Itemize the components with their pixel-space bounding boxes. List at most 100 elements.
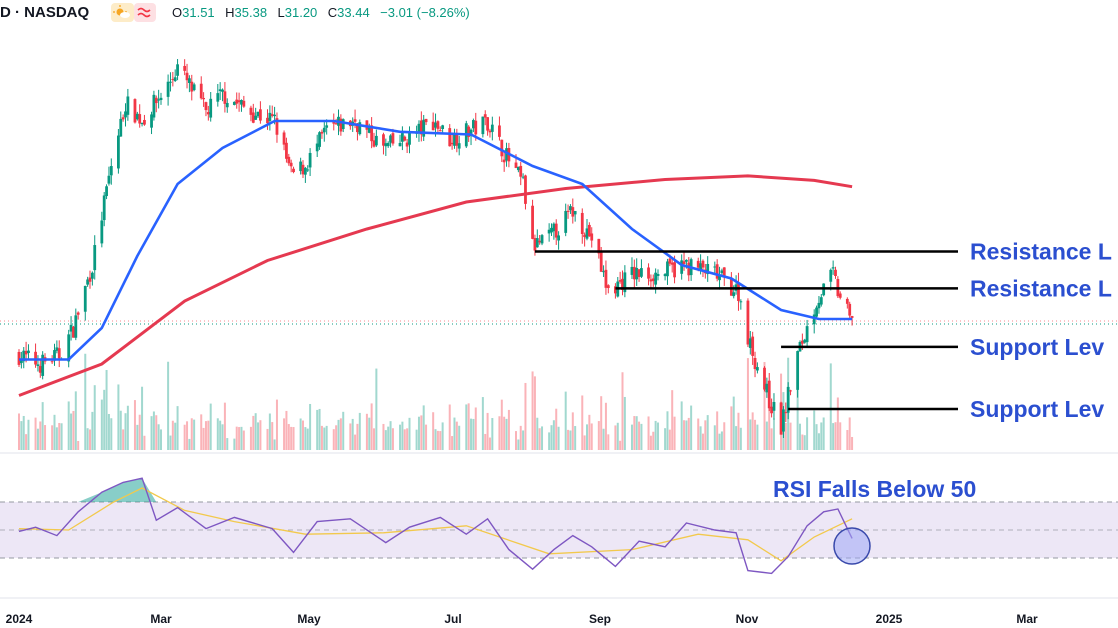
volume-bar — [538, 428, 541, 450]
volume-bar — [103, 389, 106, 450]
candle — [597, 238, 601, 259]
candle — [590, 227, 594, 248]
x-tick-label: Mar — [150, 612, 172, 626]
candle — [417, 120, 421, 142]
candle — [838, 291, 842, 300]
volume-bar — [472, 418, 475, 450]
candle — [100, 211, 104, 248]
price-level: Resistance L — [615, 275, 1112, 301]
volume-bar — [174, 422, 177, 450]
volume-bar — [481, 397, 484, 450]
candle — [389, 134, 392, 148]
volume-bar — [567, 429, 570, 450]
volume-bar — [815, 424, 818, 450]
volume-bar — [266, 428, 269, 450]
candle — [564, 203, 568, 237]
volume-bar — [285, 410, 288, 450]
volume-bar — [732, 396, 735, 450]
volume-bar — [86, 428, 89, 450]
volume-bar — [640, 423, 643, 450]
volume-bar — [53, 414, 56, 450]
candle — [453, 128, 456, 149]
volume-bar — [36, 428, 39, 450]
candle — [848, 301, 852, 319]
volume-bar — [375, 368, 378, 450]
candle — [602, 265, 605, 277]
candle — [436, 120, 440, 133]
candle — [441, 124, 445, 134]
candle — [486, 117, 489, 136]
volume-bar — [302, 420, 304, 450]
candle — [83, 285, 87, 321]
volume-bar — [138, 414, 141, 450]
volume-bar — [531, 371, 534, 450]
volume-bar — [754, 419, 757, 450]
price-level-label: Resistance L — [970, 239, 1112, 265]
candle — [117, 128, 120, 174]
volume-bar — [100, 399, 103, 450]
volume-bar — [836, 397, 839, 450]
candle — [401, 126, 404, 151]
candle — [185, 63, 189, 89]
volume-bar — [351, 418, 354, 450]
volume-bar — [141, 386, 144, 450]
volume-bar — [299, 418, 302, 450]
candle — [121, 114, 125, 122]
candle — [320, 129, 324, 139]
candle — [632, 259, 636, 288]
x-axis: 2024 Mar May Jul Sep Nov 2025 Mar — [0, 597, 1118, 626]
volume-bar — [550, 425, 553, 450]
candle — [173, 69, 177, 83]
candle — [753, 351, 757, 378]
volume-bar — [105, 369, 108, 450]
sun-cloud-icon[interactable] — [111, 3, 134, 22]
candle — [318, 131, 321, 150]
volume-bar — [171, 420, 174, 450]
candle — [850, 315, 854, 326]
volume-bar — [616, 422, 619, 450]
candle — [105, 184, 108, 200]
volume-bar — [772, 418, 775, 450]
candle — [240, 99, 243, 112]
candle — [119, 111, 123, 137]
volume-bar — [186, 421, 189, 450]
volume-bar — [93, 385, 96, 450]
volume-bar — [249, 426, 252, 450]
candle — [256, 111, 260, 118]
candle — [53, 343, 56, 366]
volume-bar — [735, 426, 738, 450]
x-tick-label: May — [297, 612, 321, 626]
approx-icon[interactable] — [134, 3, 156, 22]
volume-bar — [27, 419, 30, 450]
volume-bar — [555, 408, 558, 450]
volume-bar — [292, 427, 295, 450]
candle — [403, 135, 407, 142]
rsi-moving-average-line — [18, 487, 853, 562]
candle — [138, 104, 142, 128]
candle — [756, 362, 759, 374]
volume-bar — [51, 425, 54, 450]
volume-bar — [58, 422, 61, 450]
candle — [457, 136, 461, 156]
volume-bar — [110, 418, 113, 450]
candle — [199, 76, 203, 100]
candle — [663, 273, 667, 281]
candle — [845, 297, 849, 309]
volume-bar — [789, 422, 792, 450]
candle — [74, 308, 78, 341]
candle — [221, 88, 224, 102]
volume-bar — [834, 422, 837, 450]
close-value: 33.44 — [337, 5, 370, 20]
open-label: O — [172, 5, 182, 20]
volume-bar — [219, 420, 222, 450]
volume-bar — [602, 428, 605, 450]
volume-bar — [673, 416, 676, 450]
rsi-annotation: RSI Falls Below 50 — [773, 476, 976, 502]
volume-bar — [136, 424, 139, 450]
volume-bar — [77, 441, 80, 450]
volume-bar — [488, 437, 491, 450]
volume-bar — [242, 430, 245, 450]
volume-bar — [503, 416, 506, 450]
candle — [150, 111, 153, 135]
candle — [789, 389, 792, 396]
